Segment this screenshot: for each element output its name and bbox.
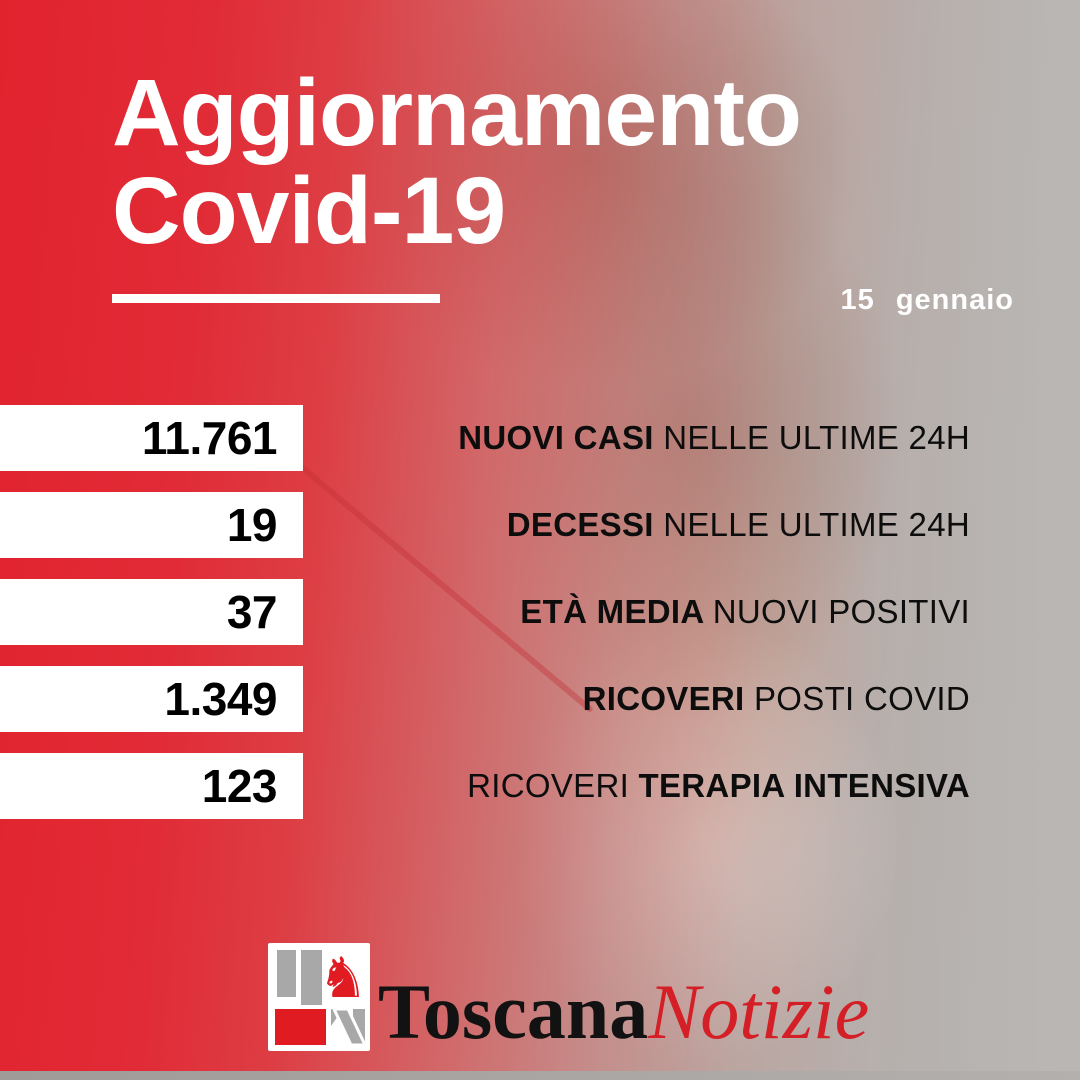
stat-value-bar: 37 xyxy=(0,579,303,645)
stat-value: 37 xyxy=(226,586,278,638)
brand-notizie: Notizie xyxy=(648,967,870,1055)
title-line-1: Aggiornamento xyxy=(112,60,802,166)
bottom-strip xyxy=(0,1071,1080,1080)
stat-row: 11.761 NUOVI CASI NELLE ULTIME 24H xyxy=(0,405,1080,471)
title-underline xyxy=(112,294,440,303)
stat-label-text: RICOVERI xyxy=(467,767,639,804)
stat-label-emphasis: TERAPIA INTENSIVA xyxy=(638,767,970,804)
stat-label-emphasis: RICOVERI xyxy=(582,680,754,717)
stat-label-text: NUOVI POSITIVI xyxy=(712,593,970,630)
stat-label: DECESSI NELLE ULTIME 24H xyxy=(507,492,970,558)
stat-value: 19 xyxy=(226,499,278,551)
stat-label-text: NELLE ULTIME 24H xyxy=(663,419,970,456)
stat-label: ETÀ MEDIA NUOVI POSITIVI xyxy=(520,579,970,645)
stat-value-bar: 19 xyxy=(0,492,303,558)
brand-wordmark: ToscanaNotizie xyxy=(378,972,869,1050)
stat-value-bar: 1.349 xyxy=(0,666,303,732)
date-label: 15 gennaio xyxy=(840,284,1014,316)
stat-value: 123 xyxy=(201,760,278,812)
toscana-notizie-logo: ♞ ToscanaNotizie xyxy=(268,943,869,1051)
stats-list: 11.761 NUOVI CASI NELLE ULTIME 24H 19 DECES… xyxy=(0,405,1080,840)
brand-toscana: Toscana xyxy=(378,967,649,1055)
stat-label: RICOVERI POSTI COVID xyxy=(583,666,970,732)
page-title: Aggiornamento Covid-19 xyxy=(112,60,802,264)
stat-label-emphasis: DECESSI xyxy=(506,506,664,543)
stat-row: 37 ETÀ MEDIA NUOVI POSITIVI xyxy=(0,579,1080,645)
stat-value: 1.349 xyxy=(164,673,277,725)
stat-label-text: POSTI COVID xyxy=(754,680,970,717)
stat-row: 123 RICOVERI TERAPIA INTENSIVA xyxy=(0,753,1080,819)
stat-value: 11.761 xyxy=(141,412,278,464)
title-line-2: Covid-19 xyxy=(112,158,506,264)
stat-label-emphasis: ETÀ MEDIA xyxy=(520,593,713,630)
stat-value-bar: 123 xyxy=(0,753,303,819)
pegasus-icon: ♞ xyxy=(318,946,368,1011)
stat-label: NUOVI CASI NELLE ULTIME 24H xyxy=(458,405,970,471)
stat-row: 1.349 RICOVERI POSTI COVID xyxy=(0,666,1080,732)
stat-row: 19 DECESSI NELLE ULTIME 24H xyxy=(0,492,1080,558)
toscana-notizie-logomark: ♞ xyxy=(268,943,370,1051)
stat-label-text: NELLE ULTIME 24H xyxy=(663,506,970,543)
stat-label: RICOVERI TERAPIA INTENSIVA xyxy=(467,753,970,819)
stat-label-emphasis: NUOVI CASI xyxy=(458,419,664,456)
stat-value-bar: 11.761 xyxy=(0,405,303,471)
